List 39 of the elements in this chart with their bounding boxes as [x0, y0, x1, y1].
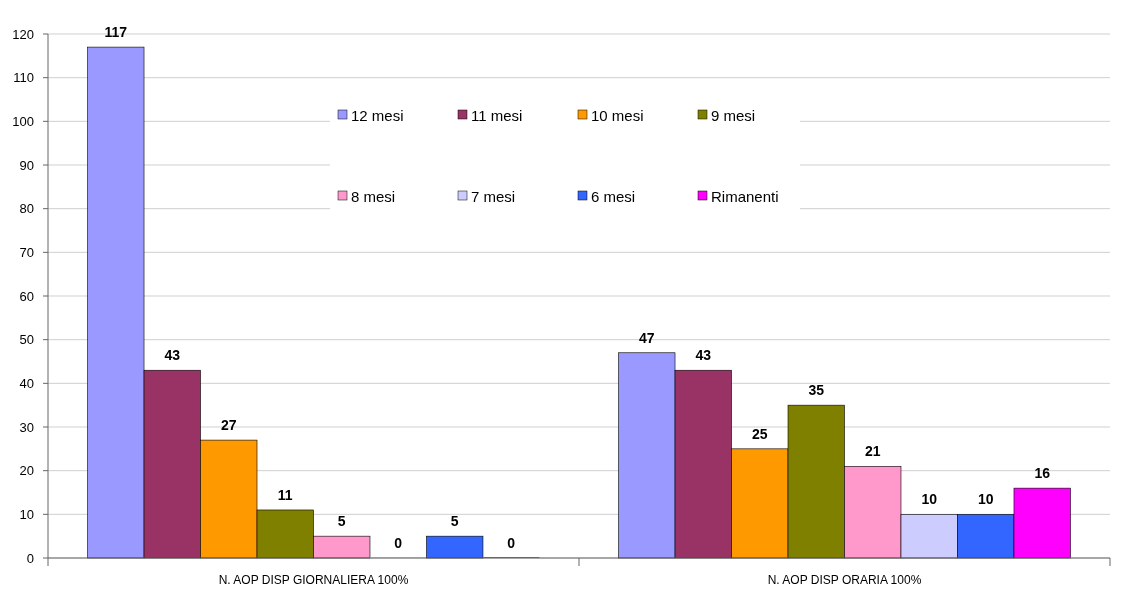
- legend-label: 8 mesi: [351, 188, 396, 206]
- y-tick-label: 30: [19, 419, 34, 435]
- y-tick-label: 120: [12, 26, 34, 42]
- data-label: 0: [394, 535, 403, 551]
- data-label: 25: [751, 425, 768, 442]
- y-tick-label: 50: [19, 332, 34, 348]
- y-tick-label: 40: [19, 375, 34, 391]
- y-tick-label: 60: [19, 288, 34, 304]
- data-label: 10: [921, 491, 938, 508]
- data-label: 27: [220, 417, 237, 434]
- legend-label: 7 mesi: [471, 188, 516, 206]
- x-tick-label: N. AOP DISP ORARIA 100%: [767, 573, 922, 587]
- data-label: 43: [695, 347, 712, 364]
- data-label: 10: [977, 491, 994, 508]
- x-tick-label: N. AOP DISP GIORNALIERA 100%: [218, 573, 409, 587]
- legend-label: 10 mesi: [591, 107, 644, 125]
- legend-label: 9 mesi: [711, 107, 756, 125]
- y-tick-label: 80: [19, 201, 34, 217]
- data-label: 16: [1034, 465, 1051, 482]
- data-label: 11: [277, 486, 293, 503]
- y-tick-label: 100: [12, 113, 34, 129]
- data-label: 0: [507, 535, 516, 551]
- data-label: 5: [337, 513, 346, 530]
- legend-label: 11 mesi: [471, 107, 523, 125]
- y-tick-label: 20: [19, 463, 34, 479]
- y-tick-label: 0: [26, 550, 34, 566]
- data-label: 47: [639, 329, 655, 346]
- data-label: 43: [164, 347, 181, 364]
- y-tick-label: 70: [19, 244, 34, 260]
- y-tick-label: 90: [19, 157, 34, 173]
- data-label: 5: [450, 513, 459, 530]
- data-label: 21: [864, 443, 881, 460]
- data-label: 35: [808, 382, 825, 399]
- legend-label: 6 mesi: [591, 188, 636, 206]
- y-tick-label: 10: [19, 506, 34, 522]
- legend-label: Rimanenti: [711, 188, 779, 206]
- data-label: 117: [104, 24, 128, 41]
- y-tick-label: 110: [13, 70, 34, 86]
- legend-label: 12 mesi: [351, 107, 404, 125]
